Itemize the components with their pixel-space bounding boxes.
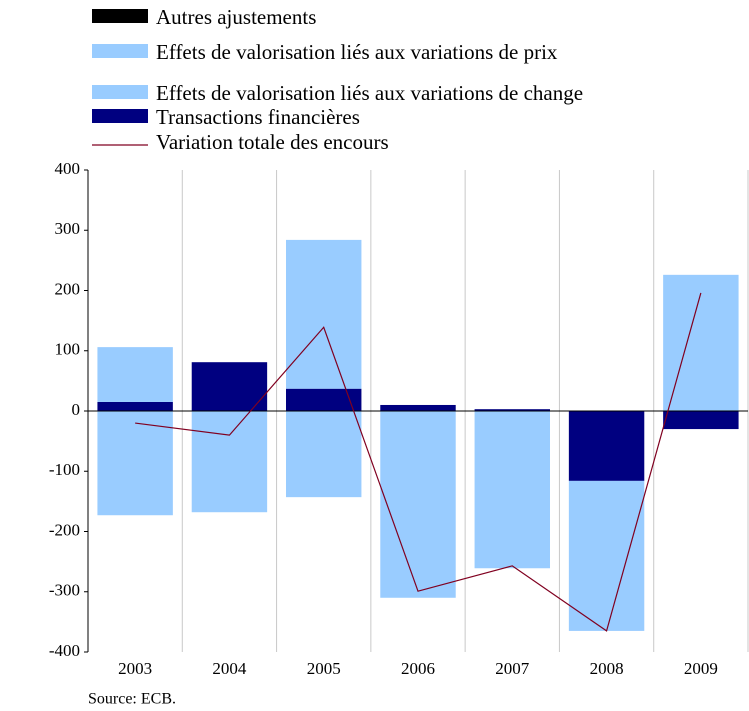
bar bbox=[97, 401, 173, 411]
x-tick-label: 2008 bbox=[590, 659, 624, 678]
y-tick-label: 400 bbox=[55, 159, 81, 178]
bar bbox=[474, 411, 550, 569]
y-tick-label: 0 bbox=[72, 400, 81, 419]
bar bbox=[380, 404, 456, 411]
bar bbox=[663, 411, 739, 430]
x-tick-label: 2007 bbox=[495, 659, 530, 678]
legend-label: Effets de valorisation liés aux variatio… bbox=[156, 81, 583, 105]
bar bbox=[286, 388, 362, 411]
legend-swatch bbox=[92, 85, 148, 99]
bar bbox=[97, 411, 173, 516]
y-tick-label: 100 bbox=[55, 340, 81, 359]
bar bbox=[286, 411, 362, 498]
y-tick-label: -100 bbox=[49, 460, 80, 479]
x-tick-label: 2003 bbox=[118, 659, 152, 678]
legend-swatch bbox=[92, 109, 148, 123]
source: Source: ECB. bbox=[88, 691, 176, 708]
bar bbox=[286, 239, 362, 389]
bar bbox=[568, 411, 645, 481]
y-tick-label: -400 bbox=[49, 641, 80, 660]
bar bbox=[380, 411, 456, 598]
bar bbox=[568, 480, 645, 631]
line bbox=[135, 292, 702, 632]
y-tick-label: 300 bbox=[55, 219, 81, 238]
x-tick-label: 2004 bbox=[212, 659, 247, 678]
y-tick-label: -200 bbox=[49, 520, 80, 539]
legend-label: Autres ajustements bbox=[156, 5, 316, 29]
bar bbox=[474, 409, 550, 411]
bar bbox=[191, 411, 268, 513]
legend-swatch bbox=[92, 9, 148, 23]
legend-label: Variation totale des encours bbox=[156, 130, 389, 154]
legend-label: Transactions financières bbox=[156, 105, 360, 129]
legend-label: Effets de valorisation liés aux variatio… bbox=[156, 40, 558, 64]
bar bbox=[191, 362, 268, 411]
legend-swatch bbox=[92, 44, 148, 58]
x-tick-label: 2009 bbox=[684, 659, 718, 678]
y-tick-label: 200 bbox=[55, 279, 81, 298]
bar bbox=[663, 274, 739, 411]
x-tick-label: 2006 bbox=[401, 659, 435, 678]
x-tick-label: 2005 bbox=[307, 659, 341, 678]
y-tick-label: -300 bbox=[49, 581, 80, 600]
bar bbox=[97, 347, 173, 402]
